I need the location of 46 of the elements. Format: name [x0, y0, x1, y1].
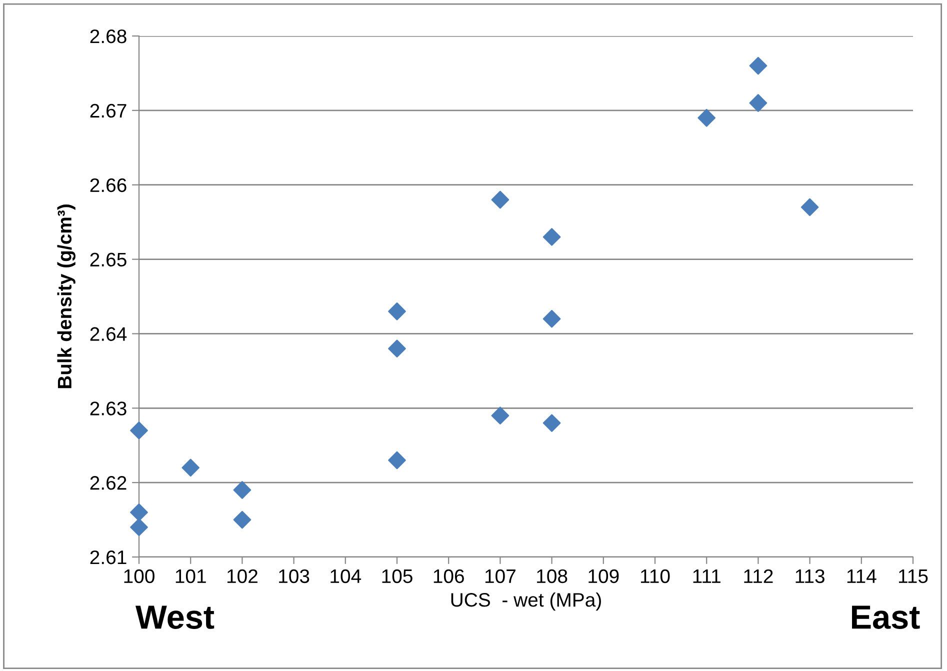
point [800, 198, 819, 216]
point [749, 94, 768, 112]
point [388, 451, 406, 470]
point [542, 414, 561, 432]
text: West [136, 606, 214, 629]
point [388, 340, 406, 358]
y-axis-title: Bulk density (g/cm³) [57, 204, 76, 388]
point [491, 406, 510, 424]
y-tick-label: 2.64 [90, 327, 127, 341]
point [130, 422, 148, 440]
point [130, 503, 148, 522]
y-tick-label: 2.67 [90, 104, 126, 118]
x-tick-label: 107 [485, 569, 516, 584]
x-tick-label: 105 [382, 569, 412, 584]
point [749, 56, 768, 75]
point [542, 228, 561, 246]
y-tick-label: 2.63 [90, 402, 126, 416]
point [130, 518, 148, 536]
x-tick-label: 101 [176, 569, 206, 584]
x-tick-label: 103 [279, 569, 310, 584]
point [542, 310, 561, 328]
x-tick-label: 111 [693, 570, 720, 583]
x-tick-label: 102 [227, 569, 258, 584]
x-axis-title: UCS - wet (MPa) [451, 592, 601, 611]
y-tick-label: 2.65 [90, 252, 126, 267]
y-tick-label: 2.66 [90, 178, 126, 192]
point [233, 481, 252, 499]
point [698, 108, 716, 127]
x-tick-label: 110 [640, 569, 670, 584]
x-tick-label: 114 [847, 570, 876, 583]
point [388, 302, 406, 320]
x-tick-label: 113 [796, 569, 824, 584]
x-tick-label: 108 [537, 569, 568, 584]
point [182, 458, 200, 477]
point [233, 510, 252, 529]
x-tick-label: 109 [588, 569, 619, 584]
y-tick-label: 2.62 [90, 476, 126, 490]
y-tick-label: 2.61 [90, 550, 126, 564]
point [491, 190, 510, 209]
x-tick-label: 115 [898, 570, 928, 584]
y-tick-label: 2.68 [90, 29, 126, 44]
text: East [852, 606, 920, 629]
x-tick-label: 106 [434, 569, 464, 584]
x-tick-label: 104 [330, 569, 362, 584]
x-tick-label: 100 [124, 569, 154, 584]
x-tick-label: 112 [744, 569, 773, 583]
